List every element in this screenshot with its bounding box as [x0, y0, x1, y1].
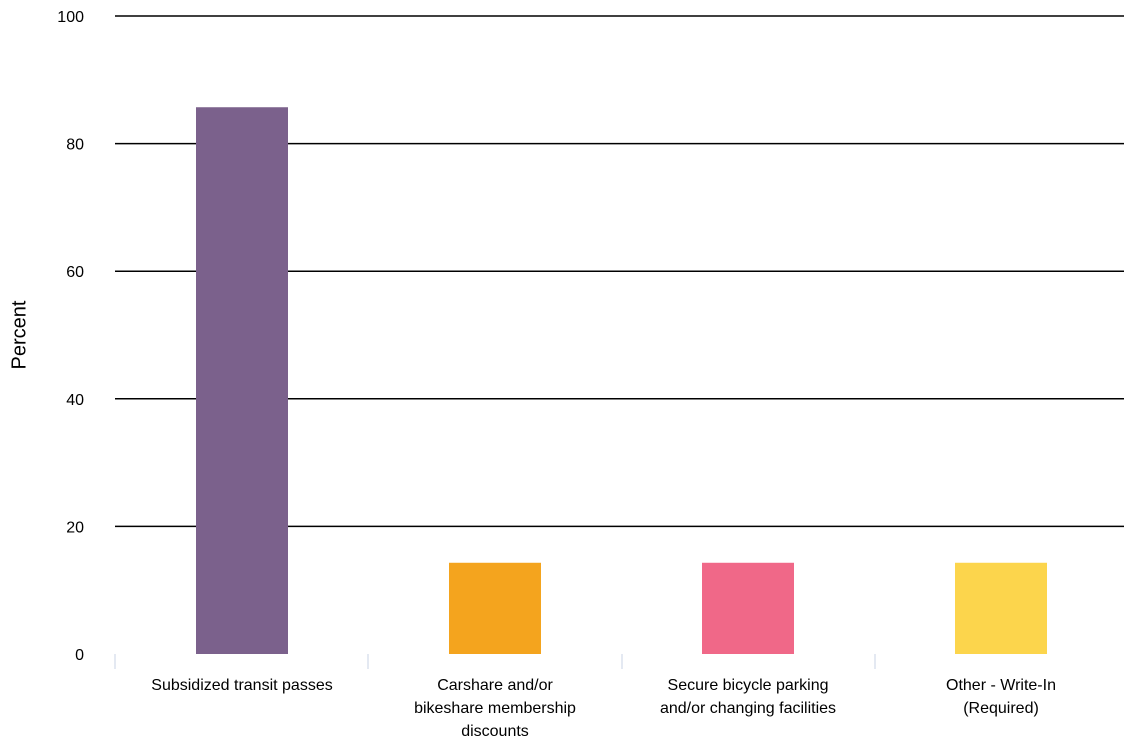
y-tick-label: 0	[75, 647, 84, 664]
x-tick-label: Other - Write-In (Required)	[946, 677, 1056, 717]
bar	[955, 562, 1047, 654]
bar	[196, 107, 288, 654]
y-tick-label: 80	[66, 137, 84, 154]
y-tick-label: 40	[66, 392, 84, 409]
bar	[702, 562, 794, 654]
x-tick-label: Subsidized transit passes	[151, 677, 332, 694]
x-tick-label: Secure bicycle parking and/or changing fa…	[660, 677, 836, 717]
y-tick-label: 60	[66, 264, 84, 281]
x-tick-label: Carshare and/or bikeshare membership disco…	[414, 677, 576, 740]
y-tick-label: 100	[57, 9, 84, 26]
bar	[449, 562, 541, 654]
y-tick-label: 20	[66, 519, 84, 536]
